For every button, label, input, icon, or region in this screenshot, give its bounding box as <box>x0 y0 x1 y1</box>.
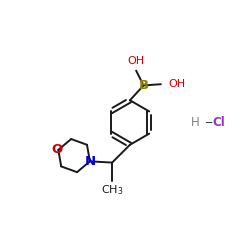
Text: H: H <box>191 116 200 129</box>
Text: OH: OH <box>128 56 145 66</box>
Text: OH: OH <box>169 79 186 89</box>
Text: ─: ─ <box>205 118 211 128</box>
Text: N: N <box>84 155 96 168</box>
Text: B: B <box>138 79 148 92</box>
Text: Cl: Cl <box>212 116 225 129</box>
Text: CH$_3$: CH$_3$ <box>101 184 124 198</box>
Text: O: O <box>52 143 63 156</box>
